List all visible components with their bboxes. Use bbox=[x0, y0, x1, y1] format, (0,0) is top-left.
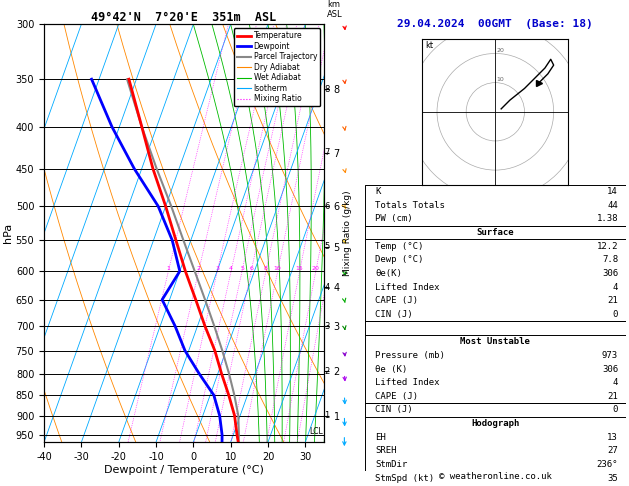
Text: Most Unstable: Most Unstable bbox=[460, 337, 530, 346]
Text: 4: 4 bbox=[613, 282, 618, 292]
Text: Hodograph: Hodograph bbox=[471, 419, 520, 428]
Text: 2: 2 bbox=[197, 266, 201, 271]
Text: 27: 27 bbox=[607, 447, 618, 455]
Text: 10: 10 bbox=[274, 266, 282, 271]
Text: 973: 973 bbox=[602, 351, 618, 360]
Text: 20: 20 bbox=[312, 266, 320, 271]
Text: θe (K): θe (K) bbox=[376, 364, 408, 374]
Text: 0: 0 bbox=[613, 405, 618, 415]
Text: EH: EH bbox=[376, 433, 386, 442]
Text: CAPE (J): CAPE (J) bbox=[376, 296, 418, 305]
Text: km
ASL: km ASL bbox=[327, 0, 343, 19]
Text: 21: 21 bbox=[607, 392, 618, 401]
Text: 3: 3 bbox=[215, 266, 220, 271]
Text: 20: 20 bbox=[497, 48, 504, 53]
Text: 35: 35 bbox=[607, 474, 618, 483]
Text: LCL: LCL bbox=[309, 427, 323, 435]
Text: 44: 44 bbox=[607, 201, 618, 209]
X-axis label: Dewpoint / Temperature (°C): Dewpoint / Temperature (°C) bbox=[104, 465, 264, 475]
Text: CIN (J): CIN (J) bbox=[376, 310, 413, 319]
Text: Mixing Ratio (g/kg): Mixing Ratio (g/kg) bbox=[343, 191, 352, 276]
Text: 1.38: 1.38 bbox=[596, 214, 618, 223]
Text: 12.2: 12.2 bbox=[596, 242, 618, 251]
Text: Pressure (mb): Pressure (mb) bbox=[376, 351, 445, 360]
Text: StmDir: StmDir bbox=[376, 460, 408, 469]
Text: Lifted Index: Lifted Index bbox=[376, 282, 440, 292]
Text: SREH: SREH bbox=[376, 447, 397, 455]
Text: Dewp (°C): Dewp (°C) bbox=[376, 255, 424, 264]
Text: 10: 10 bbox=[497, 77, 504, 82]
Text: 306: 306 bbox=[602, 269, 618, 278]
Text: 4: 4 bbox=[229, 266, 233, 271]
Text: 5: 5 bbox=[240, 266, 244, 271]
Text: 7.8: 7.8 bbox=[602, 255, 618, 264]
Text: Lifted Index: Lifted Index bbox=[376, 378, 440, 387]
Text: K: K bbox=[376, 187, 381, 196]
Text: 1: 1 bbox=[167, 266, 170, 271]
Text: 29.04.2024  00GMT  (Base: 18): 29.04.2024 00GMT (Base: 18) bbox=[398, 19, 593, 29]
Text: 3: 3 bbox=[325, 322, 330, 330]
Text: 8: 8 bbox=[325, 85, 330, 94]
Text: 6: 6 bbox=[325, 202, 330, 211]
Text: StmSpd (kt): StmSpd (kt) bbox=[376, 474, 435, 483]
Text: 13: 13 bbox=[607, 433, 618, 442]
Text: 2: 2 bbox=[325, 367, 330, 376]
Text: kt: kt bbox=[425, 41, 433, 50]
Text: 21: 21 bbox=[607, 296, 618, 305]
Text: 15: 15 bbox=[296, 266, 304, 271]
Text: θe(K): θe(K) bbox=[376, 269, 402, 278]
Title: 49°42'N  7°20'E  351m  ASL: 49°42'N 7°20'E 351m ASL bbox=[91, 11, 277, 24]
Text: 0: 0 bbox=[613, 310, 618, 319]
Text: Totals Totals: Totals Totals bbox=[376, 201, 445, 209]
Text: 236°: 236° bbox=[596, 460, 618, 469]
Text: 14: 14 bbox=[607, 187, 618, 196]
Text: 306: 306 bbox=[602, 364, 618, 374]
Text: © weatheronline.co.uk: © weatheronline.co.uk bbox=[439, 472, 552, 481]
Text: Surface: Surface bbox=[477, 228, 514, 237]
Text: CIN (J): CIN (J) bbox=[376, 405, 413, 415]
Text: 7: 7 bbox=[325, 148, 330, 157]
Text: CAPE (J): CAPE (J) bbox=[376, 392, 418, 401]
Text: 4: 4 bbox=[325, 283, 330, 292]
Text: Temp (°C): Temp (°C) bbox=[376, 242, 424, 251]
Text: 5: 5 bbox=[325, 242, 330, 251]
Text: 6: 6 bbox=[249, 266, 253, 271]
Legend: Temperature, Dewpoint, Parcel Trajectory, Dry Adiabat, Wet Adiabat, Isotherm, Mi: Temperature, Dewpoint, Parcel Trajectory… bbox=[234, 28, 320, 106]
Y-axis label: hPa: hPa bbox=[3, 223, 13, 243]
Text: 4: 4 bbox=[613, 378, 618, 387]
Text: 1: 1 bbox=[325, 411, 330, 420]
Text: PW (cm): PW (cm) bbox=[376, 214, 413, 223]
Text: 8: 8 bbox=[264, 266, 268, 271]
